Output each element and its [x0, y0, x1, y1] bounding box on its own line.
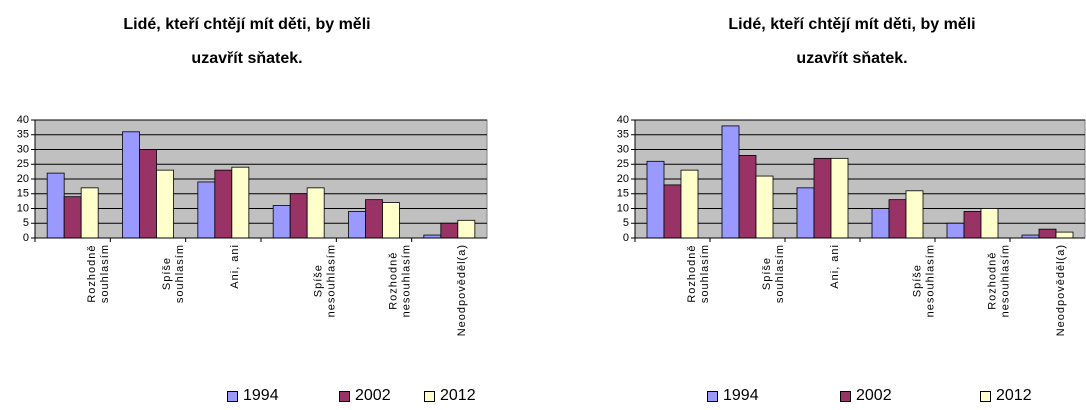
- bar: [1055, 231, 1074, 239]
- x-tick-label: Rozhodně nesouhlasím: [985, 244, 1011, 318]
- y-tick-label: 25: [617, 158, 629, 170]
- bar: [457, 219, 476, 239]
- bar: [46, 172, 65, 239]
- x-tick-label: Ani, ani: [229, 244, 242, 289]
- bar: [830, 157, 849, 239]
- x-tick-label: Neodpověděl(a): [1054, 244, 1067, 337]
- legend-swatch: [980, 390, 991, 402]
- bar: [306, 187, 325, 239]
- x-tick-label: Rozhodně souhlasím: [685, 244, 711, 304]
- chart-title: Lidé, kteří chtějí mít děti, by měli uza…: [728, 16, 976, 67]
- bar: [80, 187, 99, 239]
- y-tick-label: 30: [617, 143, 629, 155]
- x-tick-label: Spíše nesouhlasím: [910, 244, 936, 318]
- x-tick-label: Neodpověděl(a): [456, 244, 469, 337]
- bar: [721, 125, 740, 239]
- bar: [813, 157, 832, 239]
- y-tick-label: 40: [617, 114, 629, 126]
- y-tick-label: 0: [23, 232, 29, 244]
- y-tick-label: 5: [23, 217, 29, 229]
- bar: [1038, 228, 1057, 239]
- bar: [289, 193, 308, 239]
- x-tick-label: Rozhodně souhlasím: [85, 244, 111, 304]
- legend-item: 2012: [424, 387, 476, 405]
- y-tick-label: 15: [617, 188, 629, 200]
- chart-title: Lidé, kteří chtějí mít děti, by měli uza…: [123, 16, 371, 67]
- bar: [871, 208, 890, 239]
- x-tick-label: Rozhodně nesouhlasím: [387, 244, 413, 318]
- bar: [197, 181, 216, 239]
- x-tick-label: Spíše souhlasím: [760, 244, 786, 304]
- bar: [122, 131, 140, 239]
- legend-swatch: [840, 390, 851, 402]
- x-tick-label: Ani, ani: [828, 244, 841, 289]
- bar: [888, 199, 907, 239]
- bar: [980, 208, 999, 239]
- bar: [646, 160, 665, 239]
- legend-item: 2002: [840, 387, 892, 405]
- bar: [963, 211, 982, 239]
- legend-label: 1994: [723, 387, 759, 404]
- legend-label: 1994: [243, 387, 279, 404]
- bar: [63, 196, 82, 239]
- legend-item: 1994: [227, 387, 279, 405]
- bar: [440, 222, 459, 239]
- bar: [231, 166, 250, 239]
- legend-swatch: [424, 390, 435, 402]
- bar: [348, 211, 366, 239]
- bar: [680, 169, 699, 239]
- bar: [796, 187, 815, 239]
- bar: [946, 222, 965, 239]
- x-tick-label: Spíše souhlasím: [161, 244, 187, 304]
- legend-item: 2002: [339, 387, 391, 405]
- legend-label: 2002: [856, 387, 892, 404]
- legend-swatch: [339, 390, 350, 402]
- bar: [272, 205, 291, 239]
- y-tick-label: 20: [617, 173, 629, 185]
- legend-label: 2012: [996, 387, 1032, 404]
- y-tick-label: 15: [17, 188, 29, 200]
- bar: [139, 149, 157, 239]
- bar: [382, 202, 400, 239]
- y-tick-label: 20: [17, 173, 29, 185]
- legend-item: 1994: [707, 387, 759, 405]
- legend-swatch: [707, 390, 718, 402]
- legend-label: 2002: [355, 387, 391, 404]
- bar: [755, 175, 774, 239]
- y-tick-label: 40: [17, 114, 29, 126]
- legend-item: 2012: [980, 387, 1032, 405]
- bar: [156, 169, 174, 239]
- x-tick-label: Spíše nesouhlasím: [312, 244, 338, 318]
- y-tick-label: 25: [17, 158, 29, 170]
- y-tick-label: 35: [617, 129, 629, 141]
- y-tick-label: 30: [17, 143, 29, 155]
- y-tick-label: 35: [17, 129, 29, 141]
- bar: [663, 184, 682, 239]
- bar: [738, 154, 757, 239]
- legend-label: 2012: [440, 387, 476, 404]
- legend-swatch: [227, 390, 238, 402]
- bar: [905, 190, 924, 239]
- y-tick-label: 10: [17, 202, 29, 214]
- y-tick-label: 5: [623, 217, 629, 229]
- y-tick-label: 10: [617, 202, 629, 214]
- bar: [214, 169, 233, 239]
- y-tick-label: 0: [623, 232, 629, 244]
- bar: [365, 199, 383, 239]
